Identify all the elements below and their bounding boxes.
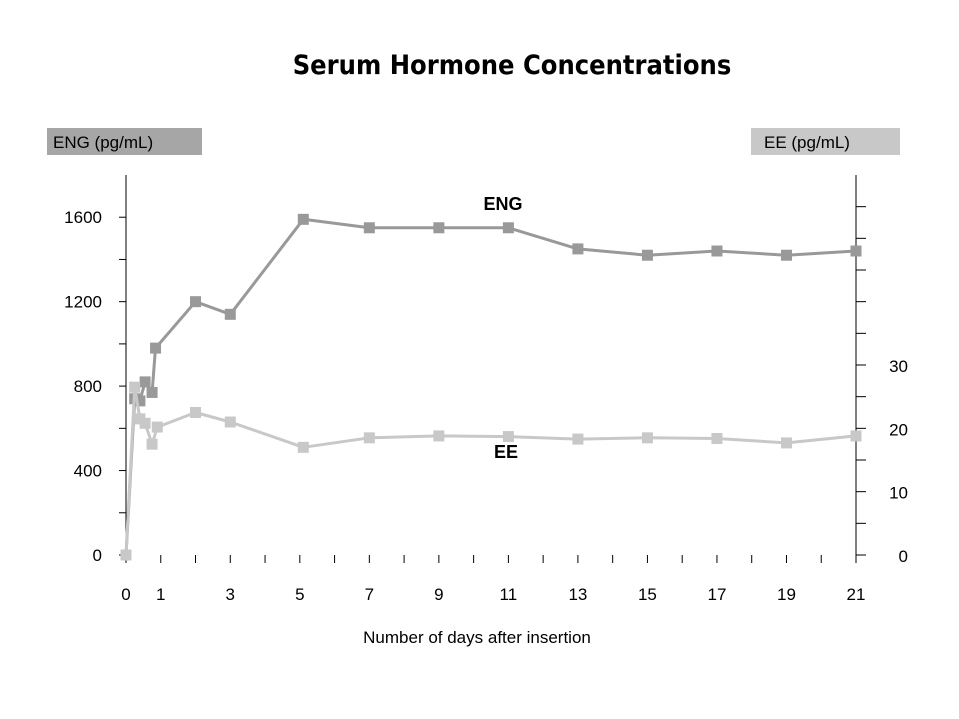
data-point-ee (151, 421, 163, 433)
data-point-ee (363, 432, 375, 444)
data-point-ee (572, 433, 584, 445)
data-point-ee (711, 432, 723, 444)
series-line-ee (124, 385, 857, 556)
data-point-eng (850, 245, 862, 257)
data-point-ee (139, 417, 151, 429)
left-axis-label: ENG (pg/mL) (53, 133, 153, 152)
x-tick-label: 11 (500, 585, 518, 604)
right-tick-label: 0 (899, 547, 908, 566)
data-point-ee (224, 416, 236, 428)
data-point-eng (134, 395, 146, 407)
axes (119, 175, 866, 563)
x-tick-label: 17 (707, 585, 726, 604)
right-axis-label-box (751, 128, 900, 155)
data-point-eng (572, 243, 584, 255)
right-tick-label: 10 (889, 484, 908, 503)
data-point-eng (502, 222, 514, 234)
right-tick-label: 20 (889, 420, 908, 439)
x-axis-label: Number of days after insertion (363, 628, 591, 647)
data-point-eng (224, 308, 236, 320)
x-tick-label: 21 (847, 585, 866, 604)
data-point-ee (641, 432, 653, 444)
series-line-eng (124, 217, 857, 556)
series-group (120, 213, 862, 561)
chart-title: Serum Hormone Concentrations (293, 50, 732, 81)
right-axis-label: EE (pg/mL) (764, 133, 850, 152)
data-point-eng (433, 222, 445, 234)
left-tick-label: 800 (74, 377, 102, 396)
left-tick-label: 1600 (64, 208, 102, 227)
left-tick-label: 1200 (64, 293, 102, 312)
data-point-ee (146, 438, 158, 450)
data-point-ee (297, 441, 309, 453)
data-point-eng (297, 213, 309, 225)
left-axis-label-box (47, 128, 202, 155)
x-tick-label: 7 (365, 585, 374, 604)
data-point-eng (146, 386, 158, 398)
x-tick-label: 19 (777, 585, 796, 604)
x-tick-label: 1 (156, 585, 165, 604)
data-point-ee (120, 549, 132, 561)
left-tick-label: 0 (93, 546, 102, 565)
series-label-ee: EE (494, 442, 518, 462)
data-point-eng (711, 245, 723, 257)
data-point-eng (150, 342, 162, 354)
x-tick-label: 5 (295, 585, 304, 604)
x-tick-label: 13 (568, 585, 587, 604)
data-point-ee (780, 437, 792, 449)
data-point-ee (502, 431, 514, 443)
data-point-eng (363, 222, 375, 234)
data-point-eng (139, 376, 151, 388)
data-point-ee (850, 430, 862, 442)
data-point-eng (780, 249, 792, 261)
x-tick-label: 9 (434, 585, 443, 604)
series-label-eng: ENG (483, 194, 522, 214)
data-point-eng (641, 249, 653, 261)
x-tick-label: 3 (226, 585, 235, 604)
data-point-ee (129, 381, 141, 393)
data-point-eng (190, 296, 202, 308)
data-point-ee (190, 407, 202, 418)
x-tick-label: 0 (121, 585, 130, 604)
right-tick-label: 30 (889, 357, 908, 376)
left-tick-label: 400 (74, 462, 102, 481)
data-point-ee (433, 430, 445, 442)
x-tick-label: 15 (638, 585, 657, 604)
